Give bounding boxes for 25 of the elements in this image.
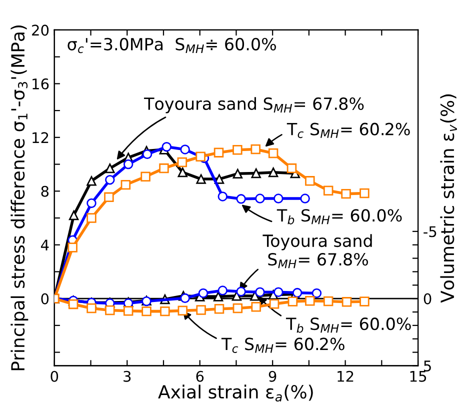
annotation: σ$_{c}$'=3.0MPa S$_{MH}$≑ 60.0% xyxy=(68,38,276,54)
annotation: T$_{b}$ S$_{MH}$= 60.0% xyxy=(276,209,402,224)
y2-tick-label: 5 xyxy=(424,360,431,372)
y-tick-label: 12 xyxy=(32,132,48,143)
y-tick-label: 20 xyxy=(32,24,49,36)
x-tick-label: 15 xyxy=(410,371,426,382)
y2-tick-label: -5 xyxy=(424,226,436,238)
y2-tick-label: 0 xyxy=(424,293,432,304)
annotation: Toyoura sand S$_{MH}$= 67.8% xyxy=(262,234,372,268)
y-tick-label: 0 xyxy=(41,293,49,304)
x-tick-label: 6 xyxy=(196,370,204,382)
annotation: T$_{c}$ S$_{MH}$= 60.2% xyxy=(221,338,344,353)
x-tick-label: 12 xyxy=(338,370,354,382)
x-tick-label: 3 xyxy=(124,370,131,382)
annotation: T$_{b}$ S$_{MH}$= 60.0% xyxy=(286,318,411,333)
y2-axis-title: Volumetric strain ε$_{v}$(%) xyxy=(440,94,457,303)
annotation: Toyoura sand S$_{MH}$= 67.8% xyxy=(144,97,364,114)
y-tick-label: 4 xyxy=(40,240,49,250)
x-axis-title: Axial strain ε$_{a}$(%) xyxy=(158,384,313,402)
x-tick-label: 0 xyxy=(50,370,58,382)
y-tick-label: 16 xyxy=(32,78,49,90)
annotation: T$_{c}$ S$_{MH}$= 60.2% xyxy=(286,122,410,138)
y-tick-label: 8 xyxy=(41,186,49,197)
x-tick-label: 9 xyxy=(268,370,276,382)
y-axis-title: Principal stress difference σ$_{1}$'-σ$_{3}$'(MPa) xyxy=(10,25,28,370)
